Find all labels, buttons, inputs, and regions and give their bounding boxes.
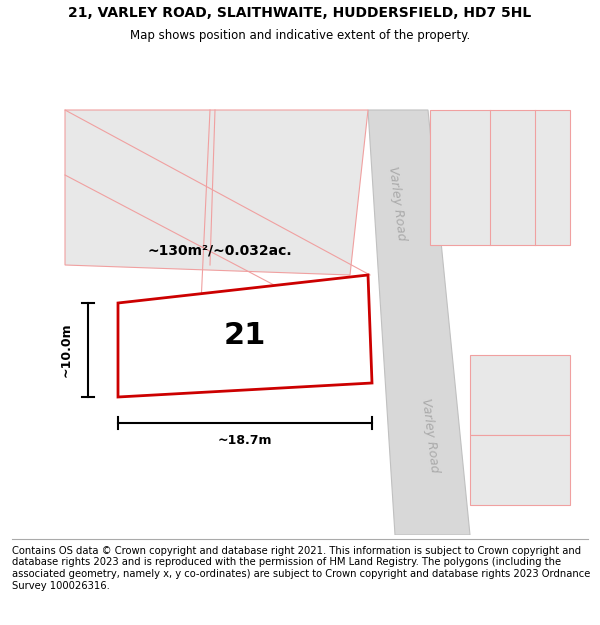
Text: Varley Road: Varley Road [386, 165, 408, 241]
Polygon shape [65, 110, 368, 275]
Polygon shape [118, 275, 372, 397]
Polygon shape [470, 355, 570, 435]
Text: ~10.0m: ~10.0m [59, 322, 73, 378]
Text: 21, VARLEY ROAD, SLAITHWAITE, HUDDERSFIELD, HD7 5HL: 21, VARLEY ROAD, SLAITHWAITE, HUDDERSFIE… [68, 6, 532, 19]
Polygon shape [470, 435, 570, 505]
Text: Map shows position and indicative extent of the property.: Map shows position and indicative extent… [130, 29, 470, 42]
Text: Contains OS data © Crown copyright and database right 2021. This information is : Contains OS data © Crown copyright and d… [12, 546, 590, 591]
Text: ~18.7m: ~18.7m [218, 434, 272, 447]
Polygon shape [430, 110, 570, 245]
Text: Varley Road: Varley Road [419, 397, 441, 473]
Text: 21: 21 [224, 321, 266, 349]
Text: ~130m²/~0.032ac.: ~130m²/~0.032ac. [148, 243, 292, 257]
Polygon shape [368, 110, 470, 535]
